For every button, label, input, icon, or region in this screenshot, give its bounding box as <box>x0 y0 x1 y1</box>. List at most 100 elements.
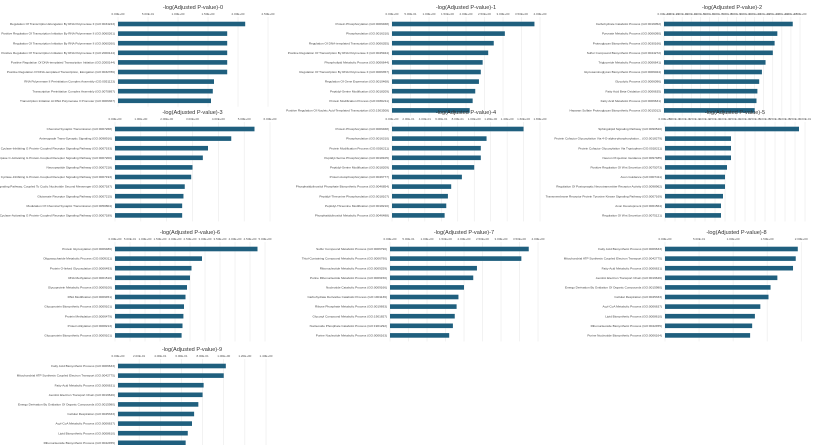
category-label: Ribose Phosphate Metabolic Process (GO:0… <box>315 305 387 309</box>
x-tick-label: 1.40E+00 <box>784 12 797 16</box>
category-label: Positive Regulation Of Transcription By … <box>288 51 389 55</box>
x-tick-label: 1.50E+00 <box>154 237 167 241</box>
bar <box>665 285 771 290</box>
x-tick-label: 2.50E-01 <box>709 117 722 121</box>
bar <box>390 265 477 271</box>
category-label: Glycosaminoglycan Biosynthetic Process (… <box>584 70 661 74</box>
x-tick-label: 0.00E+00 <box>384 237 397 241</box>
bar <box>664 60 766 65</box>
chart-panel-8: -log(Adjusted P-value)-8 0.00E+00 5.00E-01… <box>564 230 808 342</box>
bar <box>115 265 192 271</box>
category-label: Protein Modification Process (GO:0036211… <box>329 146 389 150</box>
x-tick-label: 5.00E+00 <box>238 117 251 121</box>
category-label: Glycoprotein Biosynthetic Process (GO:00… <box>44 334 112 338</box>
x-tick-label: 1.00E+00 <box>421 237 434 241</box>
category-label: Positive Regulation Of DNA-templated Tra… <box>7 70 115 74</box>
category-label: Glycolytic Process (GO:0006096) <box>615 80 661 84</box>
x-tick-label: 1.50E+00 <box>794 12 807 16</box>
bar <box>665 165 727 170</box>
category-label: Peptidyl-Serine Modification (GO:0018209… <box>330 166 389 170</box>
category-label: Peptidyl-Serine Phosphorylation (GO:0018… <box>324 156 389 160</box>
category-label: Transcription Preinitiation Complex Asse… <box>32 89 115 93</box>
bar <box>390 285 464 290</box>
category-label: RNA Modification (GO:0009451) <box>68 295 112 299</box>
x-tick-label: 4.50E-01 <box>749 117 762 121</box>
x-tick-label: 5.00E-02 <box>669 117 682 121</box>
x-tick-label: 1.30E+00 <box>775 12 788 16</box>
category-label: Fatty Acid Metabolic Process (GO:0006631… <box>602 266 662 270</box>
x-tick-label: 2.00E-01 <box>402 117 415 121</box>
x-tick-label: 1.00E+00 <box>748 12 761 16</box>
chart-title: -log(Adjusted P-value)-3 <box>162 110 222 116</box>
x-tick-label: 1.50E+00 <box>441 12 454 16</box>
bar <box>118 402 199 407</box>
bar <box>392 174 462 180</box>
category-label: Adenylate Cyclase-Inhibiting G Protein-C… <box>0 175 112 179</box>
bar <box>390 294 459 300</box>
bar <box>392 165 475 170</box>
category-label: Protein Cofactor Glycosylation Via 4-O-a… <box>554 137 662 141</box>
bar <box>664 40 775 46</box>
x-tick-label: 2.00E-01 <box>676 12 689 16</box>
bar <box>392 21 535 27</box>
category-label: Phosphorylation (GO:0016310) <box>346 137 389 141</box>
bar <box>664 69 762 75</box>
bar <box>665 294 769 300</box>
x-tick-label: 3.50E-01 <box>729 117 742 121</box>
x-tick-label: 2.00E+00 <box>160 117 173 121</box>
x-tick-label: 4.00E+00 <box>229 237 242 241</box>
x-tick-label: 7.00E-01 <box>721 12 734 16</box>
x-tick-label: 8.00E-01 <box>730 12 743 16</box>
category-label: Anterograde Trans-Synaptic Signaling (GO… <box>39 137 112 141</box>
bar <box>115 174 192 180</box>
bar <box>115 136 232 141</box>
bar <box>390 313 455 319</box>
category-label: Cellular Respiration (GO:0045333) <box>614 295 662 299</box>
category-label: Nucleoside Phosphate Catabolic Process (… <box>310 324 387 328</box>
category-label: Fatty Acid Biosynthetic Process (GO:0006… <box>598 247 662 251</box>
bar <box>665 313 755 319</box>
bar <box>115 294 186 300</box>
category-label: Heparan Sulfate Proteoglycan Biosyntheti… <box>570 109 662 113</box>
category-label: Lipid Biosynthetic Process (GO:0008610) <box>58 431 115 435</box>
bar <box>118 373 224 378</box>
bar <box>115 155 203 161</box>
x-tick-label: 5.00E-01 <box>759 117 772 121</box>
x-tick-label: 1.20E+00 <box>238 354 251 358</box>
chart-panel-5: -log(Adjusted P-value)-5 0.00E+005.00E-02… <box>546 110 811 222</box>
x-tick-label: 5.00E-01 <box>124 237 137 241</box>
category-label: Fatty Acid Biosynthetic Process (GO:0006… <box>51 364 115 368</box>
x-tick-label: 1.20E+00 <box>484 117 497 121</box>
x-tick-label: 3.00E+00 <box>495 237 508 241</box>
category-label: Carbohydrate Catabolic Process (GO:00160… <box>596 22 661 26</box>
category-label: Protein O-linked Glycosylation (GO:00064… <box>50 266 112 270</box>
x-tick-label: 6.00E-01 <box>712 12 725 16</box>
bar <box>115 126 255 132</box>
x-tick-label: 1.00E+00 <box>217 354 230 358</box>
bar <box>665 145 731 151</box>
x-tick-label: 1.50E-01 <box>689 117 702 121</box>
category-label: Thiol-Containing Compound Metabolic Proc… <box>302 257 387 261</box>
x-tick-label: 5.00E-01 <box>142 12 155 16</box>
x-tick-label: 8.00E-01 <box>196 354 209 358</box>
bar <box>115 246 258 252</box>
x-tick-label: 4.00E+00 <box>532 237 545 241</box>
bar <box>118 88 213 94</box>
category-label: Modulation Of Chemical Synaptic Transmis… <box>27 204 112 208</box>
category-label: Chemical Synaptic Transmission (GO:00072… <box>47 127 112 131</box>
bar <box>118 50 228 56</box>
bar <box>664 98 757 104</box>
x-tick-label: 2.50E+00 <box>476 237 489 241</box>
x-tick-label: 3.00E-01 <box>685 12 698 16</box>
category-label: Oligosaccharide Metabolic Process (GO:00… <box>43 257 112 261</box>
x-tick-label: 2.50E+00 <box>478 12 491 16</box>
x-tick-label: 5.00E-01 <box>703 12 716 16</box>
x-tick-label: 0.00E+00 <box>112 12 125 16</box>
bar <box>118 430 188 436</box>
x-tick-label: 0.00E+00 <box>658 12 671 16</box>
x-tick-label: 5.00E-01 <box>693 237 706 241</box>
x-tick-label: 1.10E+00 <box>757 12 770 16</box>
category-label: Fatty Acid Beta-Oxidation (GO:0006635) <box>605 89 661 93</box>
bar <box>665 203 721 209</box>
chart-panel-1: -log(Adjusted P-value)-1 0.00E+00 5.00E-01… <box>286 5 547 117</box>
